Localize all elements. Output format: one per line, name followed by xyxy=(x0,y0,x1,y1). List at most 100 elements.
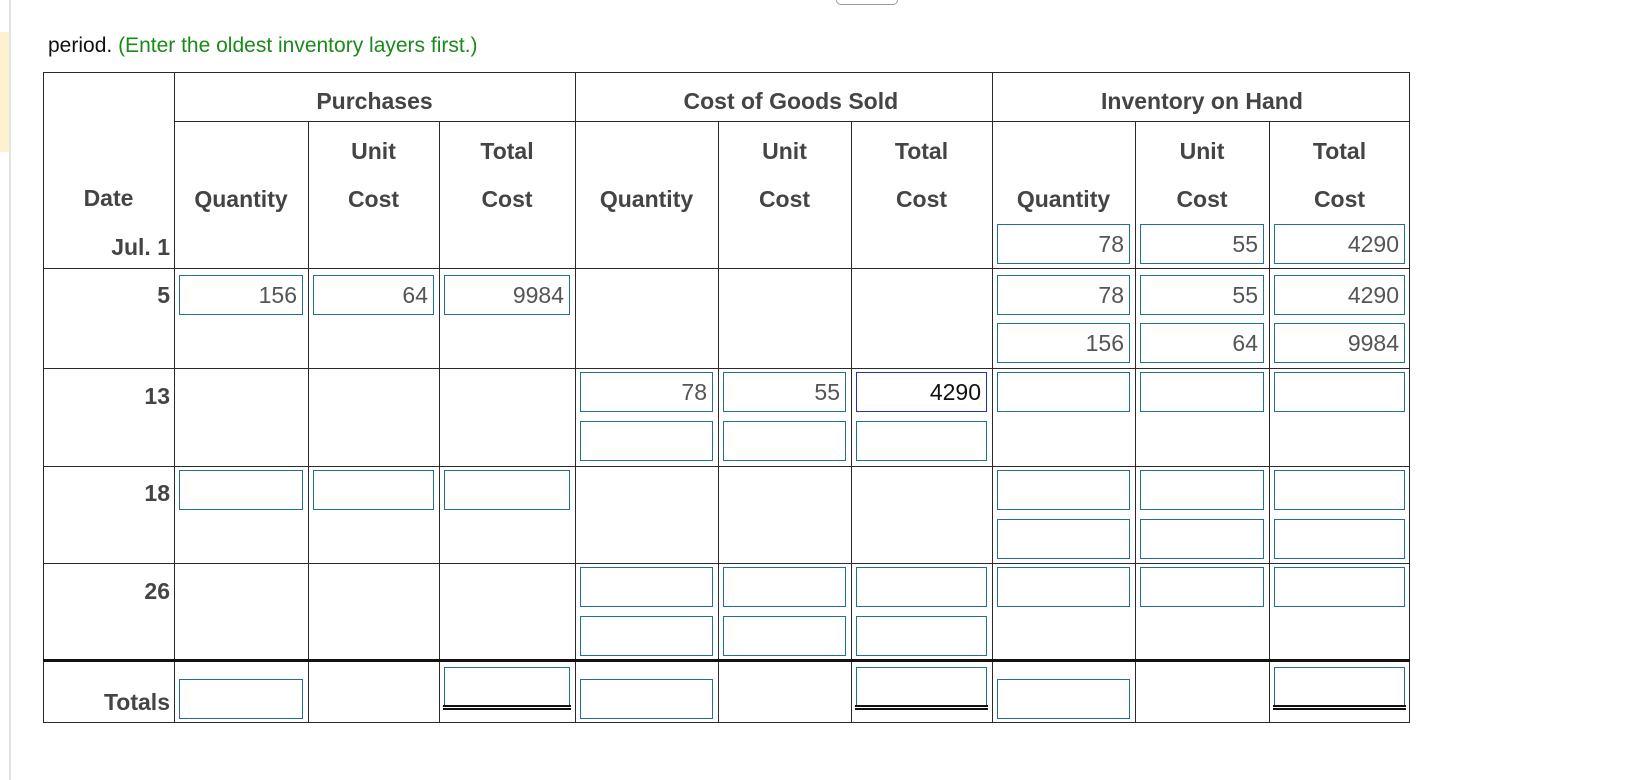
body-cell xyxy=(851,466,992,563)
d18-purchase-unit-cost-input[interactable] xyxy=(313,470,434,510)
total-cost-header-top: Total xyxy=(894,138,949,164)
cogs-header: Cost of Goods Sold xyxy=(683,88,899,114)
d5-purchase-total-cost-input[interactable] xyxy=(444,275,570,315)
date-13: 13 xyxy=(144,383,170,409)
purchases-header: Purchases xyxy=(316,88,433,114)
d18-inventory-layer1-unit-cost-input[interactable] xyxy=(1140,470,1264,510)
d26-cogs-layer1-quantity-input[interactable] xyxy=(580,567,713,607)
body-cell xyxy=(718,563,851,661)
d5-inventory-layer2-unit-cost-input[interactable] xyxy=(1140,323,1264,363)
d5-inventory-layer2-quantity-input[interactable] xyxy=(997,323,1130,363)
d5-inventory-layer1-total-cost-input[interactable] xyxy=(1274,275,1405,315)
column-header-cell xyxy=(439,121,575,268)
body-cell xyxy=(851,563,992,661)
d18-inventory-layer2-quantity-input[interactable] xyxy=(997,519,1130,559)
column-header-cell xyxy=(174,121,308,268)
total-cost-header-bottom: Cost xyxy=(895,186,948,212)
quantity-header: Quantity xyxy=(1016,186,1111,212)
double-underline xyxy=(1273,705,1406,710)
d26-cogs-layer2-quantity-input[interactable] xyxy=(580,616,713,656)
body-cell xyxy=(1269,563,1410,661)
body-cell xyxy=(575,368,718,466)
d26-cogs-layer2-unit-cost-input[interactable] xyxy=(723,616,846,656)
instruction-text: period. (Enter the oldest inventory laye… xyxy=(48,34,478,58)
body-cell xyxy=(992,368,1135,466)
body-cell xyxy=(1269,268,1410,368)
d18-purchase-total-cost-input[interactable] xyxy=(444,470,570,510)
column-header-cell xyxy=(1269,121,1410,268)
inventory-header: Inventory on Hand xyxy=(1101,88,1303,114)
total-cost-header-bottom: Cost xyxy=(481,186,533,212)
date-5: 5 xyxy=(157,282,170,308)
d26-cogs-layer1-total-cost-input[interactable] xyxy=(856,567,987,607)
body-cell xyxy=(439,368,575,466)
d26-inventory-quantity-input[interactable] xyxy=(997,567,1130,607)
body-cell xyxy=(308,368,439,466)
totals-cogs-quantity-input[interactable] xyxy=(580,679,713,719)
d5-inventory-layer2-total-cost-input[interactable] xyxy=(1274,323,1405,363)
d26-inventory-total-cost-input[interactable] xyxy=(1274,567,1405,607)
d13-cogs-layer1-total-cost-input[interactable] xyxy=(856,372,987,412)
body-cell xyxy=(851,268,992,368)
instruction-prefix: period. xyxy=(48,34,113,57)
d5-purchase-unit-cost-input[interactable] xyxy=(313,275,434,315)
body-cell xyxy=(992,268,1135,368)
d13-cogs-layer2-quantity-input[interactable] xyxy=(580,421,713,461)
body-cell xyxy=(575,563,718,661)
d18-inventory-layer1-total-cost-input[interactable] xyxy=(1274,470,1405,510)
unit-cost-header-top: Unit xyxy=(1179,138,1225,164)
d5-purchase-quantity-input[interactable] xyxy=(179,275,303,315)
body-cell xyxy=(174,368,308,466)
totals-inventory-total-cost-input[interactable] xyxy=(1274,667,1405,707)
d5-inventory-layer1-unit-cost-input[interactable] xyxy=(1140,275,1264,315)
totals-label: Totals xyxy=(103,689,170,715)
body-cell xyxy=(718,368,851,466)
left-divider xyxy=(9,0,11,780)
column-header-cell xyxy=(1135,121,1269,268)
body-cell xyxy=(308,563,439,661)
jul1-inventory-unit-cost-input[interactable] xyxy=(1140,224,1264,264)
totals-inventory-quantity-input[interactable] xyxy=(997,679,1130,719)
date-header: Date xyxy=(83,185,134,211)
column-header-cell xyxy=(308,121,439,268)
body-cell xyxy=(718,268,851,368)
d26-cogs-layer1-unit-cost-input[interactable] xyxy=(723,567,846,607)
totals-purchases-quantity-input[interactable] xyxy=(179,679,303,719)
body-cell xyxy=(174,563,308,661)
d18-inventory-layer2-total-cost-input[interactable] xyxy=(1274,519,1405,559)
jul1-inventory-quantity-input[interactable] xyxy=(997,224,1130,264)
d26-inventory-unit-cost-input[interactable] xyxy=(1140,567,1264,607)
body-cell xyxy=(992,466,1135,563)
body-cell xyxy=(718,466,851,563)
body-cell xyxy=(992,563,1135,661)
total-cost-header-top: Total xyxy=(1312,138,1367,164)
totals-purchases-total-cost-input[interactable] xyxy=(444,667,570,707)
double-underline xyxy=(443,705,571,710)
date-18: 18 xyxy=(144,480,170,506)
totals-cogs-total-cost-input[interactable] xyxy=(856,667,987,707)
d26-cogs-layer2-total-cost-input[interactable] xyxy=(856,616,987,656)
unit-cost-header-top: Unit xyxy=(762,138,807,164)
body-cell xyxy=(308,466,439,563)
body-cell xyxy=(575,466,718,563)
d13-inventory-unit-cost-input[interactable] xyxy=(1140,372,1264,412)
body-cell xyxy=(1135,563,1269,661)
jul1-inventory-total-cost-input[interactable] xyxy=(1274,224,1405,264)
d13-cogs-layer1-quantity-input[interactable] xyxy=(580,372,713,412)
d18-inventory-layer2-unit-cost-input[interactable] xyxy=(1140,519,1264,559)
d13-inventory-total-cost-input[interactable] xyxy=(1274,372,1405,412)
date-jul-1: Jul. 1 xyxy=(111,234,170,260)
d18-inventory-layer1-quantity-input[interactable] xyxy=(997,470,1130,510)
d18-purchase-quantity-input[interactable] xyxy=(179,470,303,510)
d5-inventory-layer1-quantity-input[interactable] xyxy=(997,275,1130,315)
d13-cogs-layer2-unit-cost-input[interactable] xyxy=(723,421,846,461)
body-cell xyxy=(1135,368,1269,466)
d13-inventory-quantity-input[interactable] xyxy=(997,372,1130,412)
body-cell xyxy=(1269,466,1410,563)
column-header-cell xyxy=(718,121,851,268)
d13-cogs-layer1-unit-cost-input[interactable] xyxy=(723,372,846,412)
d13-cogs-layer2-total-cost-input[interactable] xyxy=(856,421,987,461)
total-cost-header-bottom: Cost xyxy=(1313,186,1366,212)
date-26: 26 xyxy=(144,578,170,604)
